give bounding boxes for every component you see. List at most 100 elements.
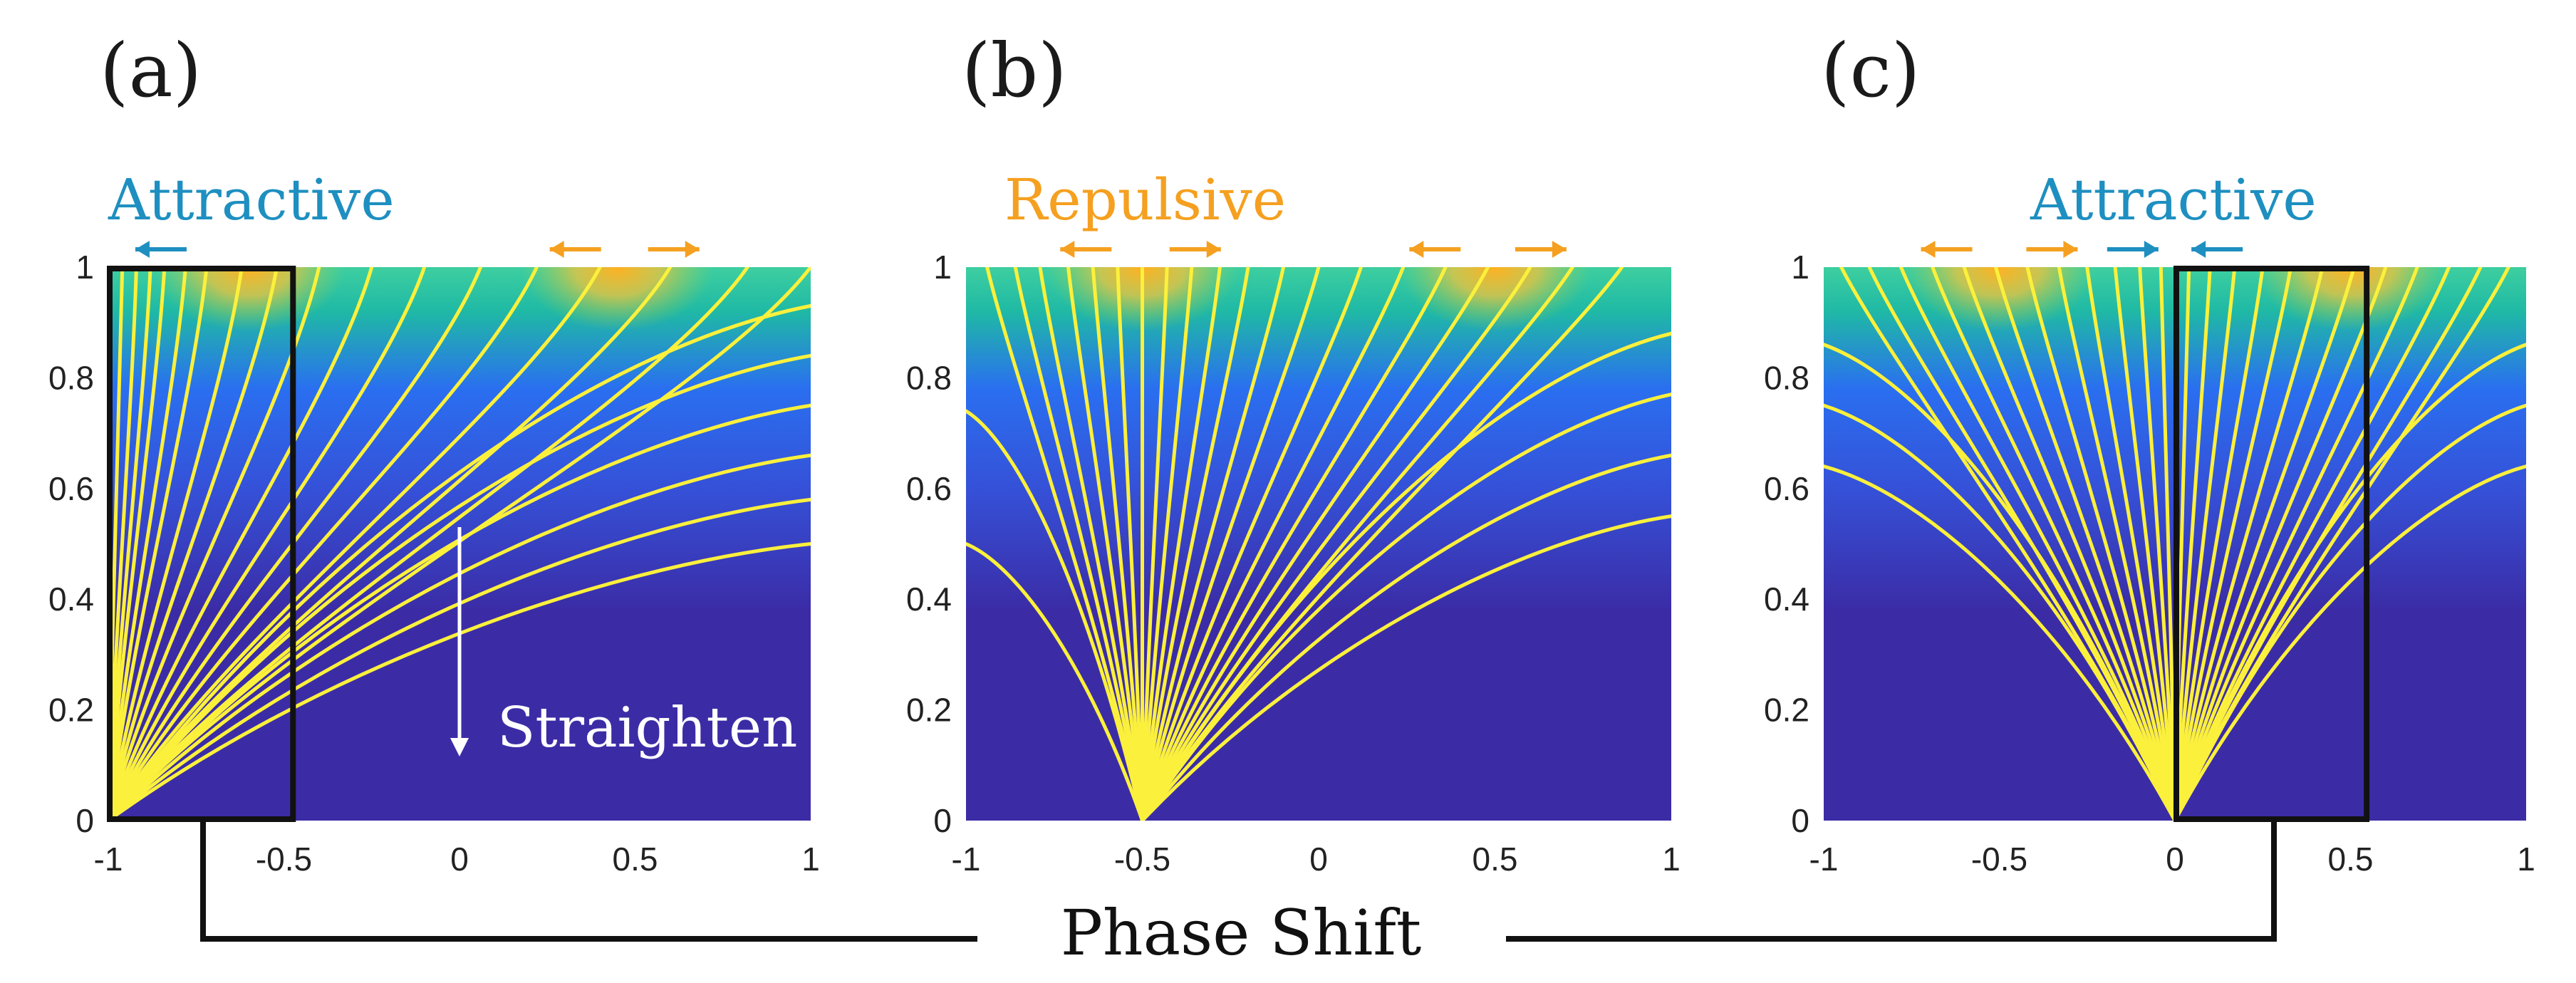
straighten-annotation: Straighten <box>497 696 797 760</box>
streamline <box>1141 392 1671 821</box>
highlight-box <box>107 266 296 822</box>
streamline <box>985 267 1144 821</box>
direction-arrow-head <box>685 241 700 258</box>
streamline <box>1141 267 1363 821</box>
streamline <box>1141 267 1285 821</box>
direction-arrow-head <box>2191 241 2206 258</box>
y-tick-label: 0 <box>1791 802 1809 839</box>
streamline <box>2085 267 2177 821</box>
x-tick-label: -0.5 <box>256 841 312 878</box>
x-tick-label: 0 <box>450 841 469 878</box>
direction-arrow-head <box>135 241 150 258</box>
phase-shift-connector <box>200 821 2277 942</box>
streamline <box>1038 267 1144 821</box>
streamline <box>1141 514 1671 821</box>
x-tick-label: 1 <box>801 841 820 878</box>
streamline <box>1141 267 1194 821</box>
y-tick-label: 1 <box>933 249 952 286</box>
streamline <box>1962 267 2177 821</box>
streamline <box>1141 267 1624 821</box>
direction-arrow-head <box>1921 241 1936 258</box>
panel-b: (b) Repulsive -1 -0.5 0 0.5 1 0 0.2 0.4 0.6 0.8 1 <box>906 27 1681 878</box>
streamline <box>2173 267 2265 821</box>
panel-c: (c) Attractive -1 -0.5 0 0.5 1 0 0.2 0.4 0.6 0.8 1 <box>1764 27 2535 878</box>
highlight-box <box>2174 266 2370 822</box>
panels: Straighten (a) Attractive -1 -0.5 0 0.5 1 0 0.2 0.… <box>48 27 2535 878</box>
streamline <box>2173 267 2212 821</box>
streamline <box>1824 403 2177 821</box>
y-tick-label: 0.2 <box>906 692 952 729</box>
x-tick-label: 0 <box>1309 841 1328 878</box>
straighten-arrow-head <box>450 738 469 756</box>
streamline <box>1141 453 1671 821</box>
streamline <box>2025 267 2177 821</box>
x-tick-label: -0.5 <box>1114 841 1170 878</box>
streamline <box>1141 267 1406 821</box>
direction-arrow-head <box>2144 241 2159 258</box>
streamline <box>2173 267 2451 821</box>
y-tick-label: 0.2 <box>1764 692 1809 729</box>
streamline <box>1141 267 1222 821</box>
y-tick-label: 0.6 <box>48 470 94 507</box>
direction-arrow-head <box>2063 241 2078 258</box>
streamline <box>1899 267 2177 821</box>
streamline <box>2173 403 2526 821</box>
connector-right <box>1506 821 2277 942</box>
direction-arrow-head <box>1552 241 1567 258</box>
panel-letter: (a) <box>100 27 202 114</box>
y-tick-label: 0 <box>933 802 952 839</box>
streamline <box>2173 267 2356 821</box>
panel-letter: (c) <box>1821 27 1920 114</box>
x-tick-label: 0.5 <box>2328 841 2374 878</box>
connector-left <box>200 821 977 942</box>
streamline <box>108 267 672 821</box>
y-tick-label: 0.8 <box>48 359 94 396</box>
panel-a: Straighten (a) Attractive -1 -0.5 0 0.5 1 0 0.2 0.… <box>48 27 820 878</box>
x-tick-label: -0.5 <box>1971 841 2027 878</box>
streamline <box>1824 464 2177 821</box>
panel-letter: (b) <box>962 27 1067 114</box>
streamline <box>108 267 187 821</box>
x-tick-label: 0.5 <box>1473 841 1518 878</box>
y-tick-label: 0 <box>76 802 94 839</box>
streamline <box>108 267 483 821</box>
streamline <box>108 267 602 821</box>
streamline <box>1994 267 2177 821</box>
y-tick-label: 1 <box>76 249 94 286</box>
y-tick-label: 0.2 <box>48 692 94 729</box>
streamline <box>1141 267 1250 821</box>
field-peak <box>1398 267 1591 331</box>
direction-arrow-head <box>1060 241 1075 258</box>
streamline <box>1141 267 1532 821</box>
streamline <box>966 542 1144 821</box>
streamline <box>108 267 321 821</box>
streamline <box>1141 267 1490 821</box>
streamline <box>108 303 811 821</box>
regime-label: Attractive <box>108 167 395 233</box>
streamline <box>2173 267 2237 821</box>
streamline <box>108 267 244 821</box>
streamline <box>1116 267 1144 821</box>
streamline <box>2057 267 2177 821</box>
field-peak <box>521 267 714 331</box>
streamline <box>2173 267 2419 821</box>
streamline <box>2138 267 2177 821</box>
x-tick-label: 1 <box>1662 841 1681 878</box>
y-tick-label: 0.8 <box>1764 359 1809 396</box>
streamline <box>108 267 279 821</box>
streamlines <box>1824 267 2526 821</box>
x-tick-label: -1 <box>1809 841 1839 878</box>
x-tick-label: 1 <box>2517 841 2535 878</box>
streamline <box>1141 267 1321 821</box>
y-tick-label: 1 <box>1791 249 1809 286</box>
direction-arrow-head <box>549 241 564 258</box>
y-tick-label: 0.8 <box>906 359 952 396</box>
streamline <box>966 409 1144 821</box>
streamline <box>108 267 539 821</box>
streamlines <box>966 267 1671 821</box>
streamline <box>108 353 811 821</box>
streamline <box>2173 267 2325 821</box>
streamline <box>108 267 209 821</box>
x-axis-title: Phase Shift <box>1061 896 1422 969</box>
streamline <box>108 267 427 821</box>
